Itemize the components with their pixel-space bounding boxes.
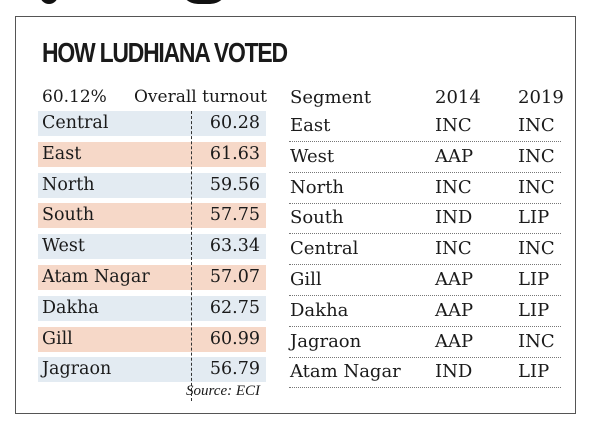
- party-2014: INC: [435, 115, 472, 136]
- party-2014: AAP: [435, 145, 474, 167]
- result-row: Atam Nagar IND LIP: [289, 357, 561, 389]
- segment-name: South: [290, 207, 344, 229]
- infographic-title: HOW LUDHIANA VOTED: [42, 37, 288, 68]
- turnout-row: Jagraon 56.79: [38, 357, 266, 383]
- dashed-divider: [191, 111, 192, 401]
- result-row: West AAP INC: [289, 142, 561, 173]
- masthead-fragment: [180, 0, 228, 4]
- party-2014: INC: [435, 176, 472, 198]
- party-2014: AAP: [435, 330, 474, 352]
- result-row: Gill AAP LIP: [289, 265, 561, 296]
- segment-name: Central: [42, 113, 109, 133]
- segment-name: North: [290, 176, 345, 198]
- segment-name: Atam Nagar: [42, 267, 150, 287]
- col-header-2014: 2014: [435, 87, 481, 108]
- segment-name: West: [42, 236, 85, 257]
- masthead-fragment: [40, 0, 58, 4]
- party-2014: AAP: [435, 269, 474, 290]
- party-2019: LIP: [518, 207, 550, 229]
- segment-name: Central: [290, 238, 359, 260]
- party-2019: INC: [518, 238, 555, 260]
- result-row: Dakha AAP LIP: [289, 296, 561, 327]
- turnout-value: 62.75: [209, 297, 260, 318]
- segment-name: South: [42, 205, 95, 226]
- segment-name: Atam Nagar: [290, 361, 401, 383]
- segment-name: North: [42, 174, 95, 195]
- segment-name: East: [290, 115, 331, 136]
- party-2014: IND: [435, 207, 473, 229]
- turnout-value: 57.07: [209, 267, 260, 287]
- turnout-value: 61.63: [209, 143, 260, 164]
- result-row: East INC INC: [289, 111, 561, 142]
- party-2019: INC: [518, 145, 555, 167]
- party-2019: LIP: [518, 299, 550, 321]
- turnout-row: West 63.34: [38, 234, 266, 260]
- party-2014: IND: [435, 361, 473, 383]
- turnout-value: 56.79: [209, 359, 260, 380]
- party-2019: LIP: [518, 361, 550, 383]
- segment-name: Gill: [290, 269, 322, 290]
- turnout-value: 57.75: [209, 205, 260, 226]
- result-row: Central INC INC: [289, 234, 561, 266]
- turnout-value: 63.34: [209, 236, 260, 257]
- turnout-row: South 57.75: [38, 203, 266, 229]
- result-row: North INC INC: [289, 173, 561, 204]
- turnout-row: East 61.63: [38, 141, 266, 167]
- overall-turnout-value: 60.12%: [42, 87, 107, 107]
- party-2019: INC: [518, 330, 555, 352]
- segment-name: Dakha: [290, 299, 349, 321]
- col-header-segment: Segment: [290, 87, 372, 108]
- segment-name: Jagraon: [42, 359, 112, 380]
- turnout-row: Atam Nagar 57.07: [38, 265, 266, 290]
- turnout-value: 59.56: [209, 174, 260, 195]
- party-2014: INC: [435, 238, 472, 260]
- overall-turnout-label: Overall turnout: [134, 87, 268, 107]
- party-2019: INC: [518, 115, 555, 136]
- col-header-2019: 2019: [518, 87, 564, 108]
- turnout-row: Central 60.28: [38, 111, 266, 136]
- result-row: South IND LIP: [289, 203, 561, 235]
- turnout-row: Dakha 62.75: [38, 295, 266, 321]
- party-2019: INC: [518, 176, 555, 198]
- segment-name: East: [42, 143, 82, 164]
- segment-name: Jagraon: [290, 330, 362, 352]
- result-row: Jagraon AAP INC: [289, 327, 561, 358]
- segment-name: West: [290, 145, 335, 167]
- turnout-value: 60.99: [209, 328, 260, 349]
- segment-name: Gill: [42, 328, 73, 349]
- segment-name: Dakha: [42, 297, 99, 318]
- source-note: Source: ECI: [186, 383, 261, 399]
- infographic-box: HOW LUDHIANA VOTED 60.12% Overall turnou…: [15, 16, 576, 414]
- turnout-row: Gill 60.99: [38, 326, 266, 352]
- party-2019: LIP: [518, 269, 550, 290]
- turnout-value: 60.28: [209, 113, 260, 133]
- party-2014: AAP: [435, 299, 474, 321]
- turnout-row: North 59.56: [38, 172, 266, 198]
